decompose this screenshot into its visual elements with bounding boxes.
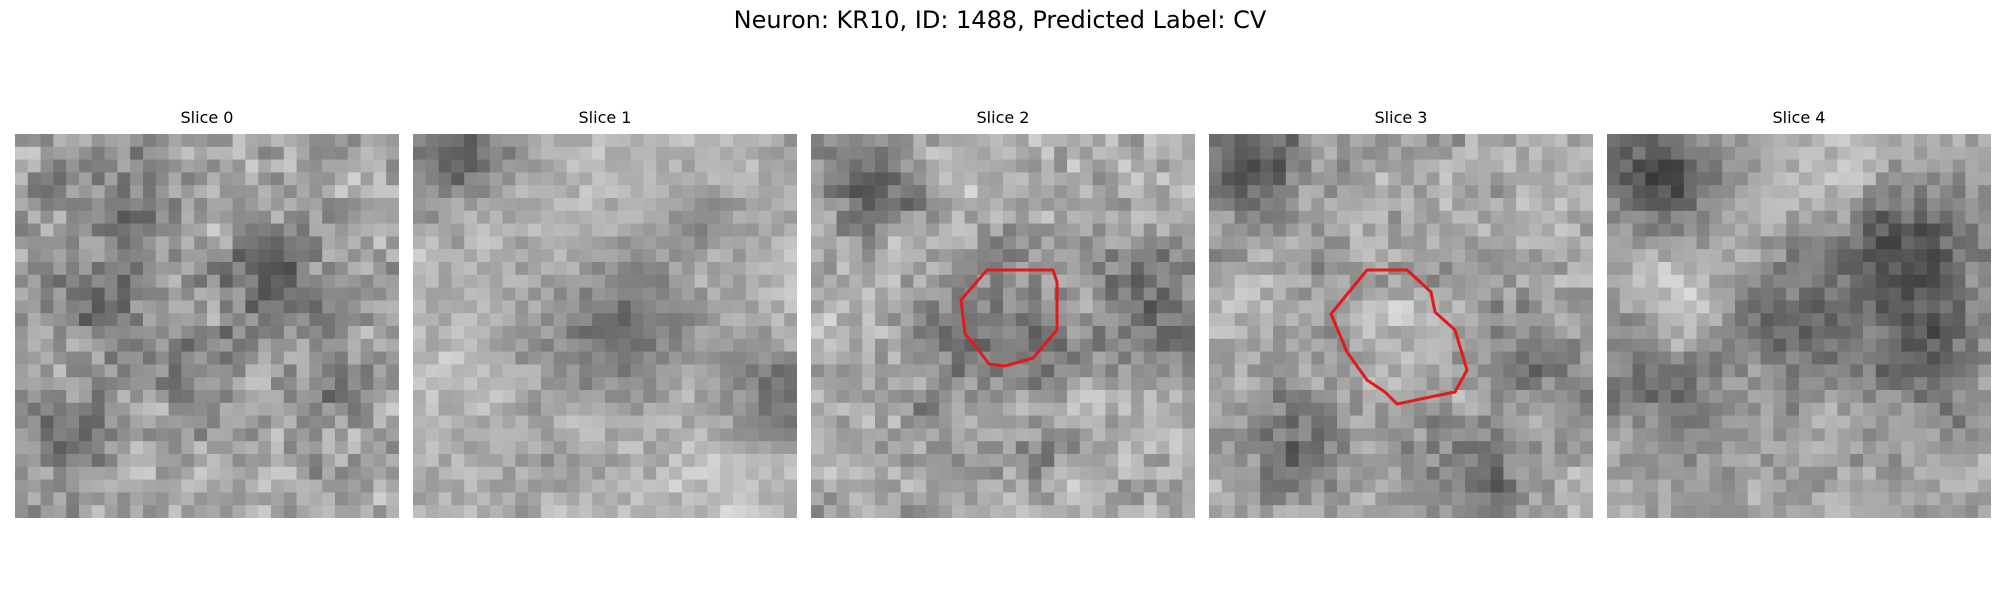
slice-title-1: Slice 1 xyxy=(578,108,632,127)
slice-image-0 xyxy=(15,134,399,518)
slice-title-4: Slice 4 xyxy=(1772,108,1826,127)
roi-contour-3 xyxy=(1329,268,1469,406)
roi-contour-2 xyxy=(959,268,1059,368)
slice-title-3: Slice 3 xyxy=(1374,108,1428,127)
slice-image-4 xyxy=(1607,134,1991,518)
figure-title: Neuron: KR10, ID: 1488, Predicted Label:… xyxy=(733,6,1267,34)
slice-title-0: Slice 0 xyxy=(180,108,234,127)
slice-image-3 xyxy=(1209,134,1593,518)
slice-image-1 xyxy=(413,134,797,518)
slice-image-2 xyxy=(811,134,1195,518)
slice-title-2: Slice 2 xyxy=(976,108,1030,127)
